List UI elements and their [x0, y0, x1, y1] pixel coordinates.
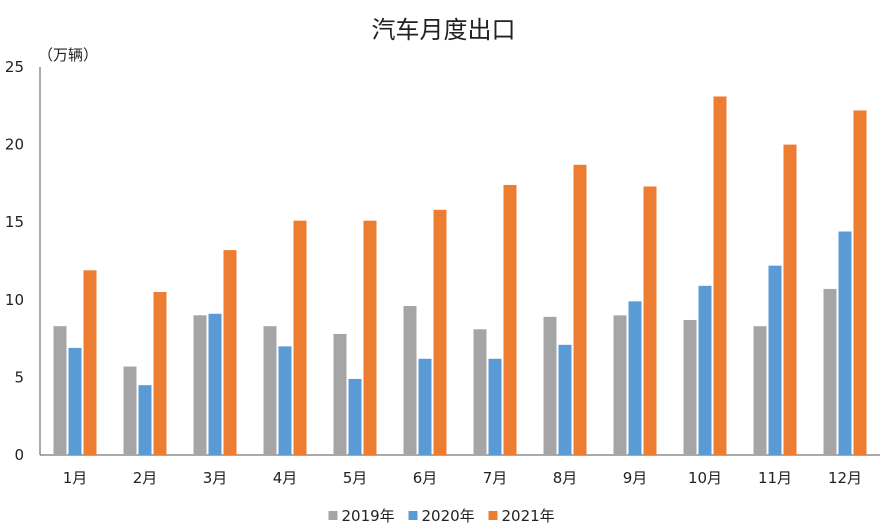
bar — [473, 329, 487, 455]
bar — [783, 144, 797, 455]
bar — [838, 231, 852, 455]
bar — [753, 326, 767, 455]
x-tick-label: 12月 — [828, 469, 862, 487]
bar — [573, 164, 587, 455]
bar — [363, 220, 377, 455]
y-tick-label: 10 — [5, 291, 24, 309]
y-tick-label: 20 — [5, 136, 24, 154]
y-tick-label: 25 — [5, 58, 24, 76]
bar — [293, 220, 307, 455]
bar — [418, 358, 432, 455]
bar — [503, 184, 517, 455]
bar — [643, 186, 657, 455]
bar — [853, 110, 867, 456]
x-tick-label: 6月 — [413, 469, 438, 487]
legend-label: 2019年 — [342, 507, 395, 525]
bar — [403, 306, 417, 455]
bar — [123, 366, 137, 455]
bar — [278, 346, 292, 455]
chart-title: 汽车月度出口 — [371, 16, 516, 44]
bar — [558, 344, 572, 455]
bar — [613, 315, 627, 455]
x-tick-label: 3月 — [203, 469, 228, 487]
x-tick-labels: 1月 2月 3月 4月 5月 6月 7月 8月 9月 10月 11月 12月 — [63, 469, 862, 487]
bars — [53, 96, 867, 456]
legend-label: 2021年 — [502, 507, 555, 525]
bar — [208, 313, 222, 455]
bar — [263, 326, 277, 455]
x-tick-label: 1月 — [63, 469, 88, 487]
x-tick-label: 10月 — [688, 469, 722, 487]
bar — [223, 250, 237, 455]
bar — [683, 319, 697, 455]
bar — [333, 333, 347, 455]
legend-swatch — [328, 511, 338, 520]
bar — [543, 316, 557, 455]
bar — [488, 358, 502, 455]
y-tick-label: 15 — [5, 213, 24, 231]
bar — [348, 378, 362, 455]
x-tick-label: 4月 — [273, 469, 298, 487]
bar — [138, 385, 152, 455]
legend-swatch — [488, 511, 498, 520]
bar — [83, 270, 97, 455]
legend-label: 2020年 — [422, 507, 475, 525]
y-axis-unit-label: （万辆） — [38, 46, 99, 64]
legend: 2019年 2020年 2021年 — [328, 507, 555, 525]
y-tick-labels: 0 5 10 15 20 25 — [5, 58, 24, 464]
bar — [68, 347, 82, 455]
bar — [53, 326, 67, 455]
legend-swatch — [408, 511, 418, 520]
axes — [39, 67, 880, 456]
bar — [433, 209, 447, 455]
bar — [698, 285, 712, 455]
x-tick-label: 2月 — [133, 469, 158, 487]
bar — [768, 265, 782, 455]
bar — [628, 301, 642, 455]
bar — [153, 292, 167, 455]
x-tick-label: 7月 — [483, 469, 508, 487]
x-tick-label: 5月 — [343, 469, 368, 487]
bar — [823, 288, 837, 455]
bar — [713, 96, 727, 455]
y-tick-label: 5 — [14, 368, 24, 386]
x-tick-label: 11月 — [758, 469, 792, 487]
x-tick-label: 9月 — [623, 469, 648, 487]
y-tick-label: 0 — [14, 446, 24, 464]
x-tick-label: 8月 — [553, 469, 578, 487]
bar — [193, 315, 207, 455]
